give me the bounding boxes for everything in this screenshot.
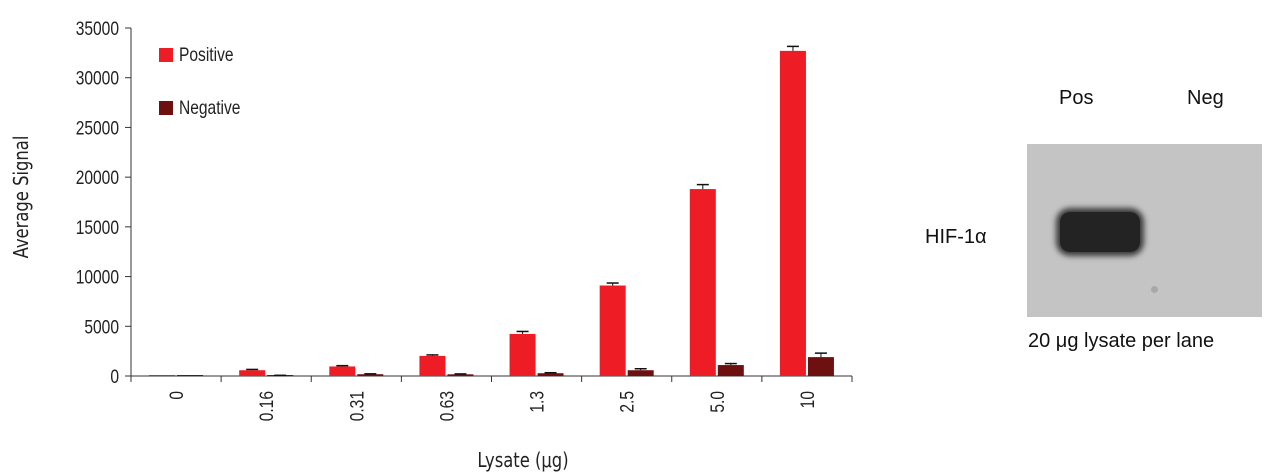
y-axis: 0 5000 10000 15000 20000 25000 30000 35000 bbox=[76, 18, 132, 388]
x-tick-label: 0.63 bbox=[436, 391, 458, 421]
bars bbox=[149, 45, 834, 377]
y-axis-title: Average Signal bbox=[11, 136, 34, 259]
y-tick-label: 25000 bbox=[76, 117, 119, 139]
x-axis-title: Lysate (μg) bbox=[477, 450, 568, 473]
bar-negative bbox=[447, 374, 474, 376]
bar-negative bbox=[537, 373, 564, 376]
lane-label-positive: Pos bbox=[1059, 87, 1094, 109]
y-tick-label: 35000 bbox=[76, 18, 119, 40]
bar-positive bbox=[329, 366, 356, 376]
western-blot-panel: Pos Neg HIF-1α 20 μg lysate per lane bbox=[900, 0, 1277, 475]
legend-label: Negative bbox=[179, 97, 240, 119]
bar-negative bbox=[177, 375, 204, 376]
x-tick-label: 0 bbox=[166, 391, 188, 400]
bar-negative bbox=[357, 374, 384, 376]
y-tick-label: 30000 bbox=[76, 67, 119, 89]
bar-positive bbox=[509, 333, 536, 376]
bar-positive bbox=[419, 355, 446, 376]
blot-band bbox=[1060, 212, 1140, 252]
x-axis: 0 0.16 0.31 0.63 1.3 2.5 5.0 10 bbox=[130, 375, 853, 421]
bar-chart: 0 5000 10000 15000 20000 25000 30000 35000 0 0.1… bbox=[11, 18, 853, 473]
bar-positive bbox=[689, 189, 716, 376]
blot-speck bbox=[1151, 286, 1158, 293]
legend-label: Positive bbox=[179, 44, 234, 66]
y-tick-label: 10000 bbox=[76, 266, 119, 288]
bar-negative bbox=[627, 370, 654, 376]
blot-caption: 20 μg lysate per lane bbox=[1028, 330, 1215, 352]
x-tick-label: 2.5 bbox=[616, 391, 638, 413]
y-tick-label: 0 bbox=[110, 366, 119, 388]
legend-swatch bbox=[159, 101, 173, 115]
y-tick-label: 5000 bbox=[84, 316, 119, 338]
x-tick-label: 5.0 bbox=[706, 391, 728, 413]
y-tick-label: 15000 bbox=[76, 216, 119, 238]
blot-image bbox=[1027, 144, 1262, 317]
bar-positive bbox=[599, 285, 626, 376]
bar-positive bbox=[239, 370, 266, 376]
y-tick-label: 20000 bbox=[76, 167, 119, 189]
bar-negative bbox=[807, 357, 834, 376]
band-label: HIF-1α bbox=[925, 226, 987, 248]
legend: Positive Negative bbox=[159, 44, 240, 119]
lane-label-negative: Neg bbox=[1187, 87, 1224, 109]
x-tick-label: 0.16 bbox=[256, 391, 278, 421]
bar-positive bbox=[779, 50, 806, 377]
x-tick-label: 1.3 bbox=[526, 391, 548, 413]
legend-swatch bbox=[159, 48, 173, 62]
x-tick-label: 0.31 bbox=[346, 391, 368, 421]
bar-negative bbox=[717, 365, 744, 376]
bar-positive bbox=[149, 375, 176, 376]
x-tick-label: 10 bbox=[796, 391, 818, 408]
